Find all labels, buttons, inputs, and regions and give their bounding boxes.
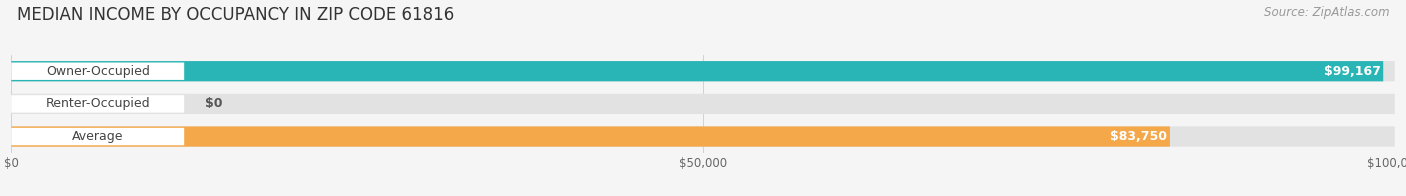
Text: Renter-Occupied: Renter-Occupied [45, 97, 150, 110]
FancyBboxPatch shape [11, 95, 184, 113]
Text: $83,750: $83,750 [1111, 130, 1167, 143]
Text: Source: ZipAtlas.com: Source: ZipAtlas.com [1264, 6, 1389, 19]
FancyBboxPatch shape [11, 94, 1395, 114]
FancyBboxPatch shape [11, 126, 1395, 147]
Text: $0: $0 [205, 97, 222, 110]
FancyBboxPatch shape [11, 126, 1170, 147]
Text: Average: Average [72, 130, 124, 143]
FancyBboxPatch shape [11, 61, 1395, 81]
Text: $99,167: $99,167 [1323, 65, 1381, 78]
FancyBboxPatch shape [11, 61, 1384, 81]
FancyBboxPatch shape [11, 128, 184, 145]
Text: Owner-Occupied: Owner-Occupied [46, 65, 149, 78]
FancyBboxPatch shape [11, 63, 184, 80]
Text: MEDIAN INCOME BY OCCUPANCY IN ZIP CODE 61816: MEDIAN INCOME BY OCCUPANCY IN ZIP CODE 6… [17, 6, 454, 24]
